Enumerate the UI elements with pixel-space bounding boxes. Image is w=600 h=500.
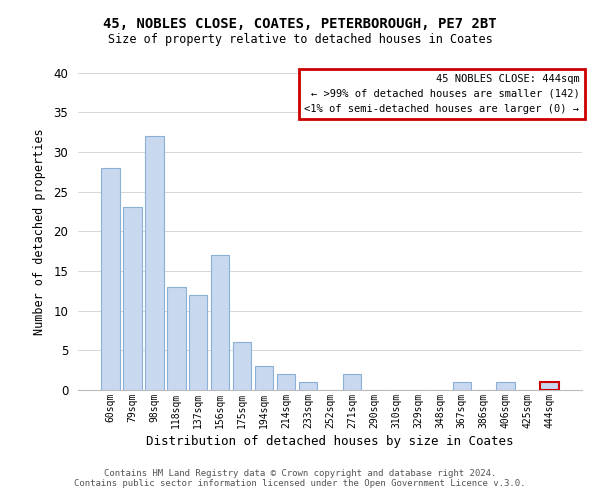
Text: 45, NOBLES CLOSE, COATES, PETERBOROUGH, PE7 2BT: 45, NOBLES CLOSE, COATES, PETERBOROUGH, … bbox=[103, 18, 497, 32]
Bar bbox=[255, 366, 274, 390]
Bar bbox=[343, 374, 361, 390]
Bar bbox=[211, 255, 229, 390]
Bar bbox=[189, 294, 208, 390]
Bar bbox=[123, 208, 142, 390]
Bar bbox=[145, 136, 164, 390]
Text: Contains public sector information licensed under the Open Government Licence v.: Contains public sector information licen… bbox=[74, 478, 526, 488]
Bar bbox=[299, 382, 317, 390]
Text: Contains HM Land Registry data © Crown copyright and database right 2024.: Contains HM Land Registry data © Crown c… bbox=[104, 468, 496, 477]
Bar bbox=[496, 382, 515, 390]
Bar bbox=[541, 382, 559, 390]
Bar bbox=[167, 287, 185, 390]
Bar bbox=[233, 342, 251, 390]
Bar bbox=[452, 382, 471, 390]
Bar bbox=[277, 374, 295, 390]
Text: Size of property relative to detached houses in Coates: Size of property relative to detached ho… bbox=[107, 32, 493, 46]
X-axis label: Distribution of detached houses by size in Coates: Distribution of detached houses by size … bbox=[146, 435, 514, 448]
Text: 45 NOBLES CLOSE: 444sqm
← >99% of detached houses are smaller (142)
<1% of semi-: 45 NOBLES CLOSE: 444sqm ← >99% of detach… bbox=[304, 74, 580, 114]
Y-axis label: Number of detached properties: Number of detached properties bbox=[34, 128, 46, 334]
Bar bbox=[101, 168, 119, 390]
